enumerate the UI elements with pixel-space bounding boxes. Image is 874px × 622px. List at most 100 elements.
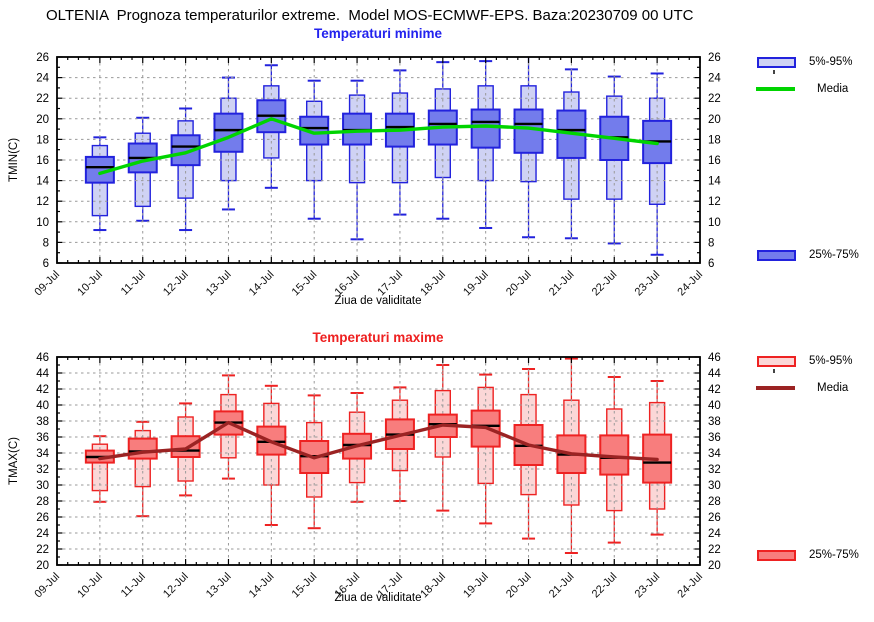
svg-text:36: 36 xyxy=(36,432,49,444)
svg-text:42: 42 xyxy=(708,384,721,396)
svg-text:13-Jul: 13-Jul xyxy=(204,269,234,299)
legend-band-label: 5%-95% xyxy=(809,56,853,68)
svg-text:22-Jul: 22-Jul xyxy=(590,269,620,299)
svg-text:22: 22 xyxy=(708,544,721,556)
svg-text:20: 20 xyxy=(36,114,49,126)
box-rect xyxy=(127,437,158,460)
plot-area-1 xyxy=(57,357,700,565)
svg-text:10: 10 xyxy=(36,217,49,229)
legend-media-label: Media xyxy=(817,83,849,95)
legend-item-media: Media xyxy=(756,83,848,95)
box-rect xyxy=(513,108,544,154)
svg-text:24: 24 xyxy=(36,73,49,85)
box-25-75 xyxy=(84,99,673,184)
svg-text:18-Jul: 18-Jul xyxy=(418,269,448,299)
svg-text:32: 32 xyxy=(36,464,49,476)
legend-band-label: 5%-95% xyxy=(809,355,853,367)
svg-text:20-Jul: 20-Jul xyxy=(504,571,534,601)
svg-text:26: 26 xyxy=(708,52,721,64)
svg-text:23-Jul: 23-Jul xyxy=(633,269,663,299)
svg-text:32: 32 xyxy=(708,464,721,476)
svg-text:24-Jul: 24-Jul xyxy=(675,571,705,601)
svg-text:22-Jul: 22-Jul xyxy=(590,571,620,601)
legend-band-swatch xyxy=(757,355,796,367)
svg-text:10: 10 xyxy=(708,217,721,229)
svg-text:18: 18 xyxy=(708,134,721,146)
svg-text:46: 46 xyxy=(36,352,49,364)
svg-text:20: 20 xyxy=(708,560,721,572)
svg-text:30: 30 xyxy=(708,480,721,492)
plot-area-0 xyxy=(57,57,700,263)
legend-item-media: Media xyxy=(756,382,848,394)
svg-text:21-Jul: 21-Jul xyxy=(547,571,577,601)
svg-text:20: 20 xyxy=(708,114,721,126)
svg-text:44: 44 xyxy=(36,368,49,380)
svg-text:40: 40 xyxy=(36,400,49,412)
page-title: OLTENIA Prognoza temperaturilor extreme.… xyxy=(46,7,694,24)
svg-text:22: 22 xyxy=(36,93,49,105)
chart-max-y-axis-label: TMAX(C) xyxy=(8,437,20,485)
legend-item-box: 25%-75% xyxy=(757,249,859,261)
legend-item-band: 5%-95% xyxy=(757,355,852,367)
svg-text:24-Jul: 24-Jul xyxy=(675,269,705,299)
legend-box-swatch xyxy=(757,249,796,261)
svg-text:22: 22 xyxy=(36,544,49,556)
svg-text:24: 24 xyxy=(708,73,721,85)
svg-text:36: 36 xyxy=(708,432,721,444)
svg-text:15-Jul: 15-Jul xyxy=(290,571,320,601)
chart-min-y-axis-label: TMIN(C) xyxy=(8,137,20,183)
gridlines xyxy=(57,57,700,263)
svg-text:6: 6 xyxy=(708,258,714,270)
svg-text:19-Jul: 19-Jul xyxy=(461,571,491,601)
svg-text:34: 34 xyxy=(708,448,721,460)
svg-text:14-Jul: 14-Jul xyxy=(247,571,277,601)
svg-text:19-Jul: 19-Jul xyxy=(461,269,491,299)
legend-media-swatch xyxy=(756,87,795,91)
svg-text:24: 24 xyxy=(708,528,721,540)
svg-text:14: 14 xyxy=(708,176,721,188)
svg-text:13-Jul: 13-Jul xyxy=(204,571,234,601)
svg-text:30: 30 xyxy=(36,480,49,492)
legend-box-label: 25%-75% xyxy=(809,249,859,261)
svg-text:16-Jul: 16-Jul xyxy=(333,269,363,299)
svg-text:12-Jul: 12-Jul xyxy=(161,269,191,299)
svg-text:23-Jul: 23-Jul xyxy=(633,571,663,601)
media-line xyxy=(98,117,659,176)
svg-text:18-Jul: 18-Jul xyxy=(418,571,448,601)
box-rect xyxy=(470,108,501,149)
svg-text:09-Jul: 09-Jul xyxy=(32,571,62,601)
svg-text:40: 40 xyxy=(708,400,721,412)
axis-ticks xyxy=(56,56,701,264)
svg-text:09-Jul: 09-Jul xyxy=(32,269,62,299)
svg-text:20-Jul: 20-Jul xyxy=(504,269,534,299)
legend-item-box: 25%-75% xyxy=(757,549,859,561)
box-25-75 xyxy=(84,409,673,484)
svg-text:8: 8 xyxy=(43,237,49,249)
svg-text:46: 46 xyxy=(708,352,721,364)
legend-box-swatch xyxy=(757,549,796,561)
svg-text:28: 28 xyxy=(36,496,49,508)
y-tick-labels: 6 6 8 8 10 10 12 12 14 14 16 16 18 18 20 20 22 22 24 24 26 26 xyxy=(36,52,721,270)
svg-text:21-Jul: 21-Jul xyxy=(547,269,577,299)
svg-text:20: 20 xyxy=(36,560,49,572)
svg-text:15-Jul: 15-Jul xyxy=(290,269,320,299)
media-line xyxy=(98,420,659,462)
svg-text:8: 8 xyxy=(708,237,714,249)
svg-text:28: 28 xyxy=(708,496,721,508)
svg-text:26: 26 xyxy=(36,512,49,524)
legend-dot-icon xyxy=(773,70,775,74)
svg-text:12-Jul: 12-Jul xyxy=(161,571,191,601)
svg-text:38: 38 xyxy=(708,416,721,428)
svg-text:14: 14 xyxy=(36,176,49,188)
svg-text:24: 24 xyxy=(36,528,49,540)
box-rect xyxy=(170,435,201,459)
svg-text:6: 6 xyxy=(43,258,49,270)
legend-band-swatch xyxy=(757,56,796,68)
chart-max-title: Temperaturi maxime xyxy=(312,330,444,345)
axis-ticks xyxy=(56,356,701,566)
box-rect xyxy=(170,134,201,167)
legend-item-band: 5%-95% xyxy=(757,56,852,68)
svg-text:38: 38 xyxy=(36,416,49,428)
svg-text:26: 26 xyxy=(36,52,49,64)
